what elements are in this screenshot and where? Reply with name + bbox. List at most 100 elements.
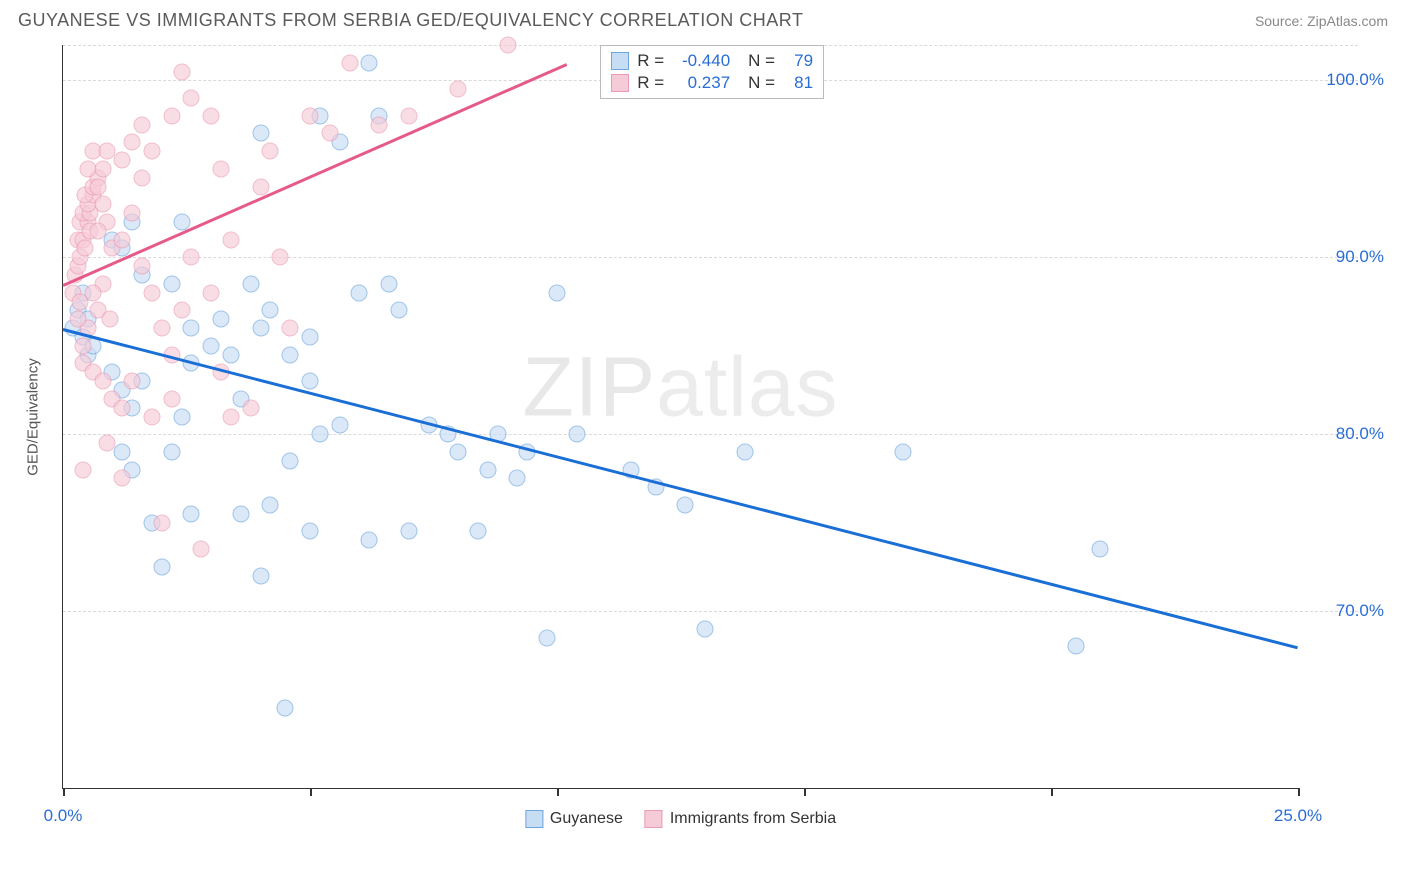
scatter-point <box>568 426 585 443</box>
scatter-point <box>450 81 467 98</box>
scatter-point <box>381 275 398 292</box>
scatter-point <box>252 320 269 337</box>
scatter-point <box>163 390 180 407</box>
scatter-point <box>114 151 131 168</box>
series-swatch <box>611 52 629 70</box>
scatter-point <box>277 700 294 717</box>
scatter-point <box>252 178 269 195</box>
x-tick <box>557 788 559 796</box>
series-swatch <box>611 74 629 92</box>
scatter-point <box>114 470 131 487</box>
scatter-point <box>134 116 151 133</box>
scatter-point <box>509 470 526 487</box>
legend: Guyanese Immigrants from Serbia <box>525 810 836 828</box>
scatter-point <box>134 169 151 186</box>
scatter-point <box>361 532 378 549</box>
scatter-point <box>77 240 94 257</box>
scatter-point <box>222 231 239 248</box>
scatter-point <box>114 399 131 416</box>
scatter-point <box>400 107 417 124</box>
scatter-point <box>736 443 753 460</box>
scatter-point <box>242 399 259 416</box>
scatter-point <box>252 125 269 142</box>
scatter-point <box>242 275 259 292</box>
scatter-point <box>89 178 106 195</box>
x-tick-label: 25.0% <box>1274 806 1322 826</box>
scatter-point <box>351 284 368 301</box>
watermark-thin: atlas <box>656 339 838 433</box>
scatter-point <box>183 249 200 266</box>
scatter-point <box>124 205 141 222</box>
scatter-point <box>469 523 486 540</box>
scatter-point <box>153 558 170 575</box>
scatter-point <box>134 258 151 275</box>
scatter-point <box>114 443 131 460</box>
scatter-point <box>302 107 319 124</box>
scatter-point <box>74 461 91 478</box>
scatter-point <box>72 293 89 310</box>
scatter-point <box>311 426 328 443</box>
legend-item: Immigrants from Serbia <box>645 810 836 828</box>
stat-n-value: 81 <box>783 73 813 93</box>
stat-r-value: 0.237 <box>672 73 730 93</box>
scatter-point <box>282 452 299 469</box>
scatter-point <box>124 134 141 151</box>
scatter-point <box>272 249 289 266</box>
scatter-point <box>222 408 239 425</box>
scatter-point <box>222 346 239 363</box>
scatter-point <box>331 417 348 434</box>
scatter-point <box>183 320 200 337</box>
stat-n-value: 79 <box>783 51 813 71</box>
stat-r-value: -0.440 <box>672 51 730 71</box>
watermark-bold: ZIP <box>522 339 656 433</box>
scatter-point <box>282 320 299 337</box>
scatter-point <box>101 311 118 328</box>
scatter-point <box>203 107 220 124</box>
legend-label: Guyanese <box>550 810 623 828</box>
scatter-point <box>69 311 86 328</box>
scatter-point <box>183 505 200 522</box>
x-tick <box>804 788 806 796</box>
scatter-point <box>252 567 269 584</box>
stat-n-label: N = <box>748 73 775 93</box>
scatter-point <box>99 435 116 452</box>
scatter-point <box>173 302 190 319</box>
stats-row: R = -0.440 N = 79 <box>611 50 813 72</box>
x-tick-label: 0.0% <box>44 806 83 826</box>
scatter-point <box>89 222 106 239</box>
stat-n-label: N = <box>748 51 775 71</box>
scatter-point <box>361 54 378 71</box>
scatter-point <box>203 284 220 301</box>
scatter-point <box>232 505 249 522</box>
stat-r-label: R = <box>637 51 664 71</box>
y-tick-label: 100.0% <box>1326 70 1384 90</box>
scatter-point <box>697 620 714 637</box>
scatter-point <box>163 275 180 292</box>
scatter-point <box>143 284 160 301</box>
scatter-point <box>321 125 338 142</box>
legend-swatch <box>525 810 543 828</box>
scatter-point <box>94 196 111 213</box>
scatter-point <box>94 373 111 390</box>
scatter-point <box>262 496 279 513</box>
scatter-point <box>302 373 319 390</box>
scatter-point <box>894 443 911 460</box>
scatter-point <box>450 443 467 460</box>
scatter-point <box>499 37 516 54</box>
scatter-point <box>341 54 358 71</box>
y-tick-label: 80.0% <box>1336 424 1384 444</box>
scatter-point <box>539 629 556 646</box>
scatter-point <box>153 320 170 337</box>
scatter-point <box>282 346 299 363</box>
scatter-point <box>153 514 170 531</box>
scatter-point <box>114 231 131 248</box>
title-bar: GUYANESE VS IMMIGRANTS FROM SERBIA GED/E… <box>0 0 1406 37</box>
legend-swatch <box>645 810 663 828</box>
scatter-point <box>173 63 190 80</box>
source-label: Source: ZipAtlas.com <box>1255 13 1388 29</box>
scatter-point <box>213 160 230 177</box>
scatter-point <box>1067 638 1084 655</box>
x-tick <box>1051 788 1053 796</box>
scatter-point <box>400 523 417 540</box>
scatter-point <box>549 284 566 301</box>
